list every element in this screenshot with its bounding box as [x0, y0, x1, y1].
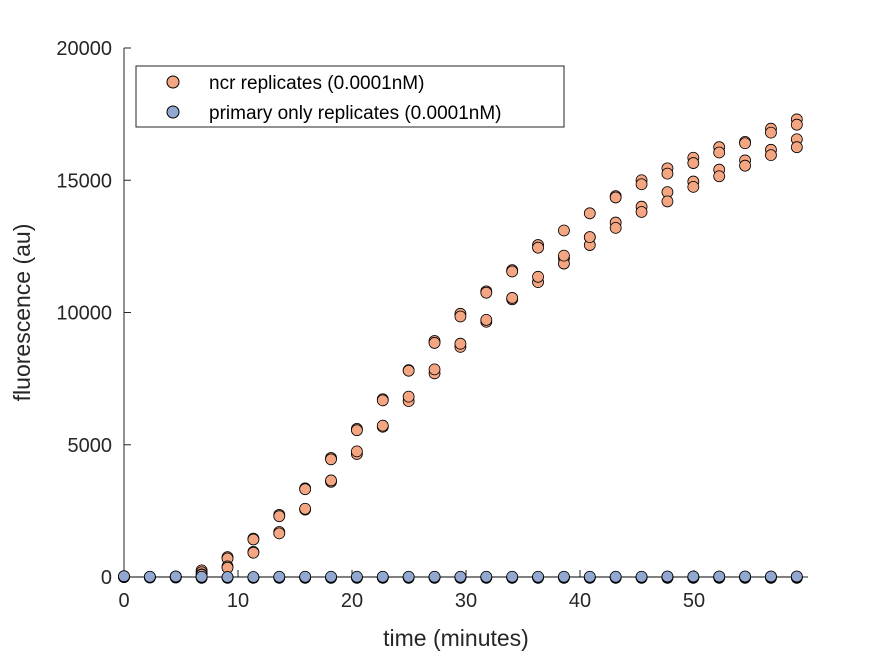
- data-point-ncr: [635, 206, 648, 218]
- data-point-ncr: [765, 126, 777, 139]
- data-point-ncr: [325, 474, 337, 487]
- data-point-primary-only: [713, 570, 726, 583]
- data-point-ncr: [532, 241, 544, 254]
- legend-label-primary-only: primary only replicates (0.0001nM): [209, 103, 502, 124]
- data-point-ncr: [583, 231, 596, 244]
- data-point-primary-only: [558, 570, 570, 583]
- data-point-ncr: [247, 546, 260, 559]
- x-tick-label: 50: [683, 590, 705, 612]
- data-point-primary-only: [532, 570, 544, 583]
- data-points: [118, 113, 803, 584]
- data-point-ncr: [480, 314, 493, 326]
- x-tick-label: 20: [341, 590, 363, 612]
- data-point-ncr: [273, 527, 286, 540]
- data-point-ncr: [635, 178, 648, 191]
- data-point-ncr: [713, 170, 726, 183]
- data-point-ncr: [402, 390, 415, 403]
- data-point-primary-only: [247, 571, 260, 583]
- data-point-ncr: [739, 159, 751, 172]
- data-point-ncr: [583, 207, 596, 220]
- data-point-primary-only: [687, 570, 700, 583]
- y-tick-label: 15000: [56, 170, 112, 192]
- x-tick-label: 10: [227, 590, 249, 612]
- data-point-ncr: [661, 167, 674, 180]
- y-axis-title: fluorescence (au): [9, 224, 35, 402]
- data-point-ncr: [506, 265, 519, 278]
- y-tick-label: 10000: [56, 303, 112, 325]
- data-point-ncr: [609, 221, 622, 234]
- data-point-primary-only: [299, 570, 312, 583]
- data-point-ncr: [454, 310, 467, 323]
- data-point-primary-only: [169, 570, 182, 583]
- data-point-ncr: [351, 445, 363, 458]
- data-point-ncr: [351, 424, 363, 437]
- data-point-ncr: [428, 363, 441, 376]
- data-point-ncr: [661, 195, 674, 208]
- data-point-ncr: [376, 394, 389, 407]
- y-tick-label: 5000: [68, 435, 113, 457]
- x-tick-label: 40: [569, 590, 591, 612]
- data-point-primary-only: [221, 571, 234, 583]
- data-point-primary-only: [790, 570, 803, 583]
- data-point-primary-only: [506, 570, 519, 583]
- x-tick-label: 0: [118, 590, 129, 612]
- data-point-ncr: [687, 157, 700, 169]
- data-point-ncr: [454, 337, 467, 350]
- data-point-ncr: [480, 286, 493, 299]
- data-point-ncr: [765, 149, 777, 162]
- legend: ncr replicates (0.0001nM) primary only r…: [135, 65, 565, 128]
- data-point-ncr: [739, 137, 751, 150]
- data-point-ncr: [273, 510, 286, 523]
- data-point-primary-only: [739, 570, 751, 583]
- data-point-ncr: [687, 180, 700, 193]
- x-tick-label: 30: [455, 590, 477, 612]
- data-point-primary-only: [661, 570, 674, 583]
- data-point-primary-only: [143, 570, 156, 583]
- data-point-ncr: [428, 337, 441, 349]
- data-point-ncr: [325, 453, 337, 466]
- data-point-primary-only: [273, 570, 286, 583]
- data-point-ncr: [402, 364, 415, 377]
- data-point-ncr: [532, 270, 544, 283]
- data-point-primary-only: [195, 570, 208, 583]
- x-axis-title: time (minutes): [383, 625, 529, 651]
- data-point-primary-only: [402, 570, 415, 583]
- data-point-ncr: [713, 146, 726, 159]
- data-point-ncr: [247, 533, 260, 546]
- data-point-primary-only: [583, 570, 596, 583]
- data-point-ncr: [558, 224, 570, 237]
- legend-box: [135, 65, 565, 128]
- data-point-primary-only: [351, 570, 363, 583]
- data-point-ncr: [790, 118, 803, 131]
- data-point-ncr: [790, 141, 803, 154]
- data-point-primary-only: [480, 570, 493, 583]
- data-point-primary-only: [765, 570, 777, 583]
- data-point-ncr: [376, 419, 389, 432]
- data-point-primary-only: [428, 570, 441, 583]
- data-point-ncr: [609, 191, 622, 204]
- data-point-primary-only: [635, 570, 648, 583]
- data-point-ncr: [299, 502, 312, 515]
- data-point-primary-only: [609, 570, 622, 583]
- data-point-ncr: [558, 249, 570, 262]
- data-point-primary-only: [454, 570, 467, 583]
- legend-marker-ncr: [166, 75, 180, 89]
- data-point-primary-only: [325, 570, 337, 583]
- legend-label-ncr: ncr replicates (0.0001nM): [209, 73, 424, 94]
- y-tick-label: 0: [101, 567, 112, 589]
- data-point-ncr: [299, 483, 312, 496]
- y-tick-label: 20000: [56, 38, 112, 60]
- legend-marker-primary-only: [166, 105, 180, 119]
- data-point-primary-only: [118, 570, 130, 583]
- data-point-primary-only: [376, 570, 389, 583]
- data-point-ncr: [506, 292, 519, 304]
- ticks: 0 10 20 30 40 50 0 5000 10000 15000 20000: [56, 38, 705, 612]
